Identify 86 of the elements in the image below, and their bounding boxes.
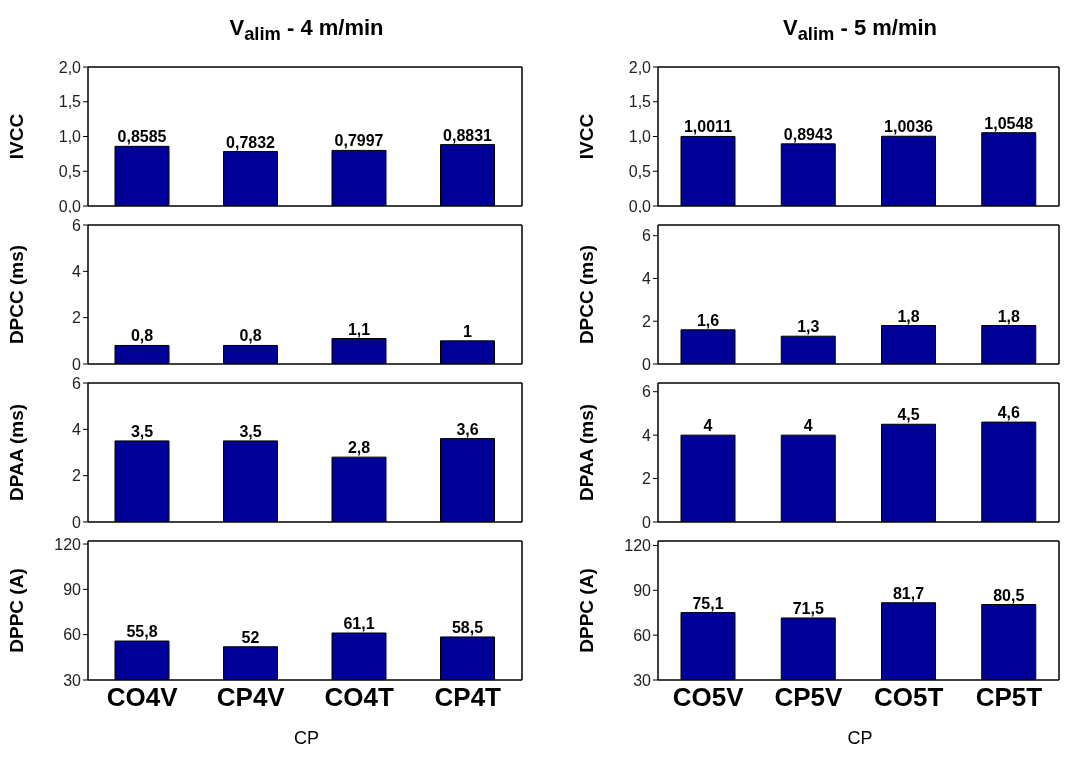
x-tick-label: CP4V (216, 682, 286, 713)
y-tick-label: 6 (72, 216, 82, 234)
y-tick-label: 1,5 (628, 93, 652, 111)
x-tick-label: CO5T (873, 682, 944, 713)
y-tick-label: 2 (72, 467, 82, 485)
x-tick-label: CP4T (434, 682, 502, 713)
data-label: 4,5 (897, 406, 920, 424)
data-label: 1,3 (797, 318, 820, 336)
y-tick-label: 1,0 (58, 128, 82, 146)
data-label: 0,8585 (117, 128, 167, 146)
y-tick-label: 2 (72, 309, 82, 327)
data-label: 75,1 (692, 594, 724, 612)
data-label: 61,1 (343, 615, 375, 633)
y-tick-label: 90 (63, 581, 82, 599)
y-tick-label: 0 (642, 513, 652, 531)
data-label: 4 (703, 417, 713, 435)
data-label: 1,8 (897, 307, 920, 325)
x-axis-title: CP (846, 727, 874, 750)
y-tick-label: 0,5 (628, 162, 652, 180)
y-tick-label: 90 (633, 582, 652, 599)
data-label: 52 (241, 628, 260, 646)
data-label: 1,0548 (984, 114, 1034, 132)
data-label: 58,5 (451, 618, 484, 636)
y-axis-title: DPCC (ms) (5, 244, 27, 345)
y-tick-label: 2 (642, 470, 652, 488)
x-axis-title: CP (293, 727, 320, 750)
data-label: 1,8 (997, 307, 1020, 325)
y-tick-label: 0 (72, 513, 82, 531)
data-label: 3,6 (456, 420, 479, 438)
x-tick-label: CP5V (774, 682, 843, 713)
y-tick-label: 1,0 (628, 128, 652, 146)
data-label: 55,8 (126, 623, 158, 641)
y-tick-label: 2,0 (628, 58, 652, 76)
data-label: 0,8943 (783, 125, 833, 143)
y-tick-label: 6 (642, 227, 652, 245)
y-tick-label: 30 (633, 671, 652, 689)
y-tick-label: 1,5 (58, 93, 82, 111)
y-tick-label: 2 (642, 312, 652, 330)
chart-title: V$_{alim}$ - 4 m/min (228, 14, 385, 47)
data-label: 4 (803, 417, 813, 435)
data-label: 1,1 (347, 320, 371, 338)
data-label: 1,0011 (683, 118, 733, 136)
data-label: 0,8 (130, 327, 154, 345)
y-tick-label: 120 (624, 537, 652, 555)
data-label: 71,5 (792, 599, 824, 617)
data-label: 81,7 (892, 584, 925, 602)
y-axis-title: DPPC (A) (575, 568, 597, 653)
y-tick-label: 0,0 (58, 197, 82, 215)
x-tick-label: CP5T (975, 682, 1043, 713)
y-axis-title: IVCC (575, 113, 597, 160)
x-tick-label: CO5V (672, 682, 745, 713)
data-label: 1,0036 (884, 118, 934, 136)
y-tick-label: 0,5 (58, 162, 82, 180)
x-tick-label: CO4T (324, 682, 395, 713)
y-tick-label: 6 (72, 374, 82, 392)
data-label: 1 (463, 322, 473, 340)
data-label: 1,6 (696, 311, 720, 329)
y-tick-label: 6 (642, 383, 652, 401)
y-tick-label: 0 (642, 355, 652, 373)
data-label: 0,7997 (334, 132, 384, 150)
y-tick-label: 120 (54, 535, 82, 553)
y-tick-label: 4 (72, 421, 82, 439)
y-tick-label: 60 (63, 626, 82, 644)
y-axis-title: DPAA (ms) (575, 403, 597, 502)
y-tick-label: 0 (72, 355, 82, 373)
data-label: 0,7832 (226, 133, 276, 151)
data-label: 3,5 (130, 422, 154, 440)
y-axis-title: IVCC (5, 113, 27, 160)
data-label: 0,8831 (443, 126, 493, 144)
data-label: 4,6 (997, 404, 1020, 422)
y-tick-label: 2,0 (58, 58, 82, 76)
y-axis-title: DPPC (A) (5, 568, 27, 653)
y-tick-label: 4 (72, 263, 82, 281)
data-label: 0,8 (239, 327, 262, 345)
y-tick-label: 60 (633, 626, 652, 644)
chart-title: V$_{alim}$ - 5 m/min (781, 14, 939, 47)
data-label: 3,5 (239, 422, 262, 440)
y-tick-label: 4 (642, 270, 652, 288)
data-label: 80,5 (993, 586, 1025, 604)
y-axis-title: DPAA (ms) (5, 403, 27, 502)
y-tick-label: 4 (642, 426, 652, 444)
data-label: 2,8 (347, 439, 371, 457)
y-tick-label: 0,0 (628, 197, 652, 215)
y-axis-title: DPCC (ms) (575, 244, 597, 345)
x-tick-label: CO4V (106, 682, 179, 713)
y-tick-label: 30 (63, 671, 82, 689)
